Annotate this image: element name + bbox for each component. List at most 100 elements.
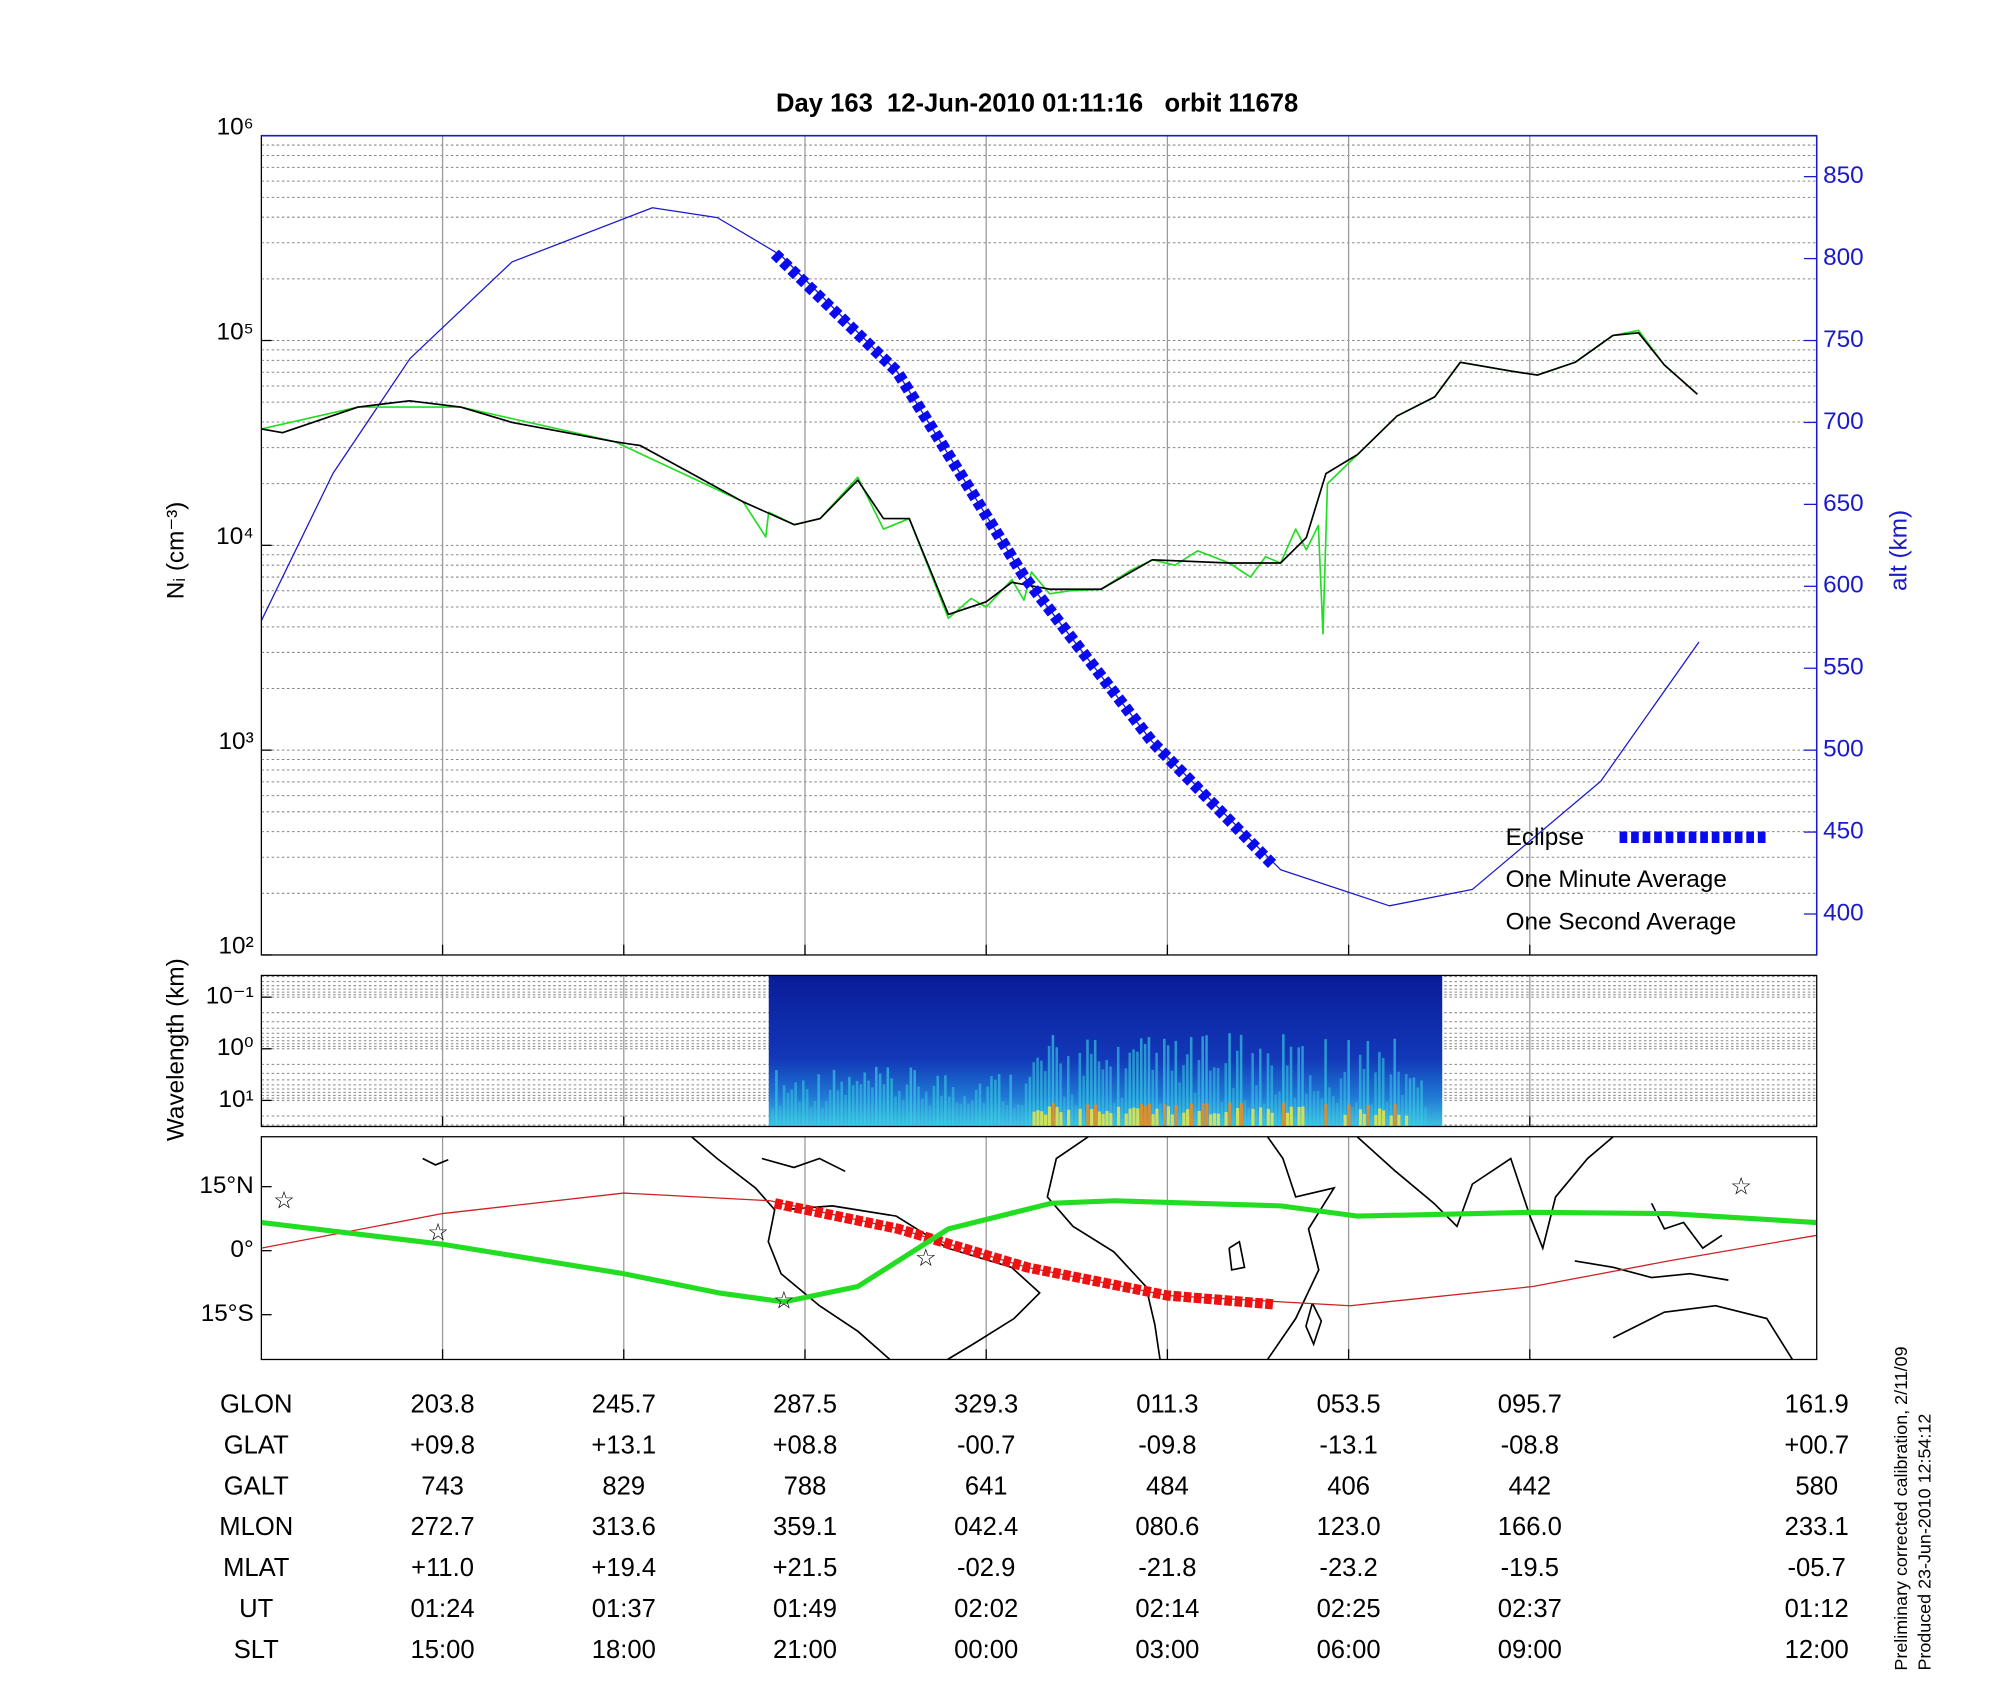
track [261,1192,1817,1307]
texture-stripe [836,1090,840,1127]
texture-stripe [1151,1114,1155,1127]
coastline [761,1157,846,1173]
texture-stripe [1251,1053,1254,1127]
texture-stripe [1067,1056,1070,1127]
texture-stripe [1028,1076,1032,1127]
coastline [783,1205,1041,1360]
cell: 053.5 [1317,1390,1381,1418]
cell: 02:02 [954,1595,1018,1623]
cell: +13.1 [591,1431,656,1459]
cell: -05.7 [1788,1554,1846,1582]
star-marker: ☆ [1730,1173,1752,1200]
coastlines [422,1136,1794,1360]
texture-stripe [1013,1107,1016,1127]
texture-stripe [871,1087,874,1127]
star-marker: ☆ [273,1187,295,1214]
texture-stripe [1282,1102,1286,1127]
coastline [1266,1136,1336,1360]
series-layer [261,207,1700,907]
texture-stripe [1389,1115,1393,1127]
texture-stripe [1251,1108,1255,1127]
coastline [422,1157,449,1166]
texture-stripe [1316,1090,1320,1127]
texture-stripe [1105,1059,1108,1127]
cell: 03:00 [1135,1636,1199,1664]
texture-stripe [1055,1106,1059,1127]
altitude-line [261,207,1700,907]
texture-stripe [1189,1103,1194,1127]
texture-stripe [1124,1068,1128,1127]
texture-stripe [1209,1114,1213,1127]
texture-stripe [1228,1033,1231,1127]
texture-stripe [1093,1104,1098,1127]
coastline [1574,1260,1729,1281]
cell: 406 [1327,1472,1370,1500]
star-marker: ☆ [773,1287,795,1314]
cell: -00.7 [957,1431,1015,1459]
texture-stripe [1043,1114,1048,1127]
row-label: MLAT [223,1554,290,1582]
texture-stripe [1374,1072,1377,1127]
texture-stripe [1139,1038,1143,1127]
texture-stripe [1404,1074,1408,1127]
y2-tick-label: 750 [1823,326,1864,353]
texture-stripe [997,1074,1001,1127]
texture-stripe [878,1073,882,1127]
cell: 06:00 [1317,1636,1381,1664]
texture-stripe [905,1084,909,1127]
texture-stripe [832,1069,836,1127]
texture-stripe [982,1103,986,1127]
texture-stripe [1090,1109,1094,1127]
texture-stripe [1343,1072,1347,1127]
texture-stripe [1036,1057,1039,1127]
texture-stripe [1109,1113,1113,1127]
plot-frame [260,974,1818,1128]
texture-stripe [1381,1057,1385,1127]
y-tick-label: 10⁵ [217,318,254,345]
texture-stripe [1186,1054,1189,1127]
cell: 02:37 [1498,1595,1562,1623]
texture-stripe [1032,1111,1036,1127]
texture-stripe [840,1081,843,1127]
texture-stripe [944,1075,947,1127]
texture-stripe [1070,1094,1074,1127]
texture-stripe [828,1090,832,1127]
texture-stripe [1059,1112,1063,1127]
texture-stripe [1189,1036,1193,1127]
cell: -02.9 [957,1554,1015,1582]
y2-tick-label: 450 [1823,818,1864,845]
texture-stripe [782,1085,786,1127]
texture-stripe [1235,1108,1240,1127]
cell: 580 [1795,1472,1838,1500]
texture-stripe [771,1108,774,1127]
texture-stripe [1308,1075,1312,1127]
texture-stripe [971,1100,974,1127]
texture-stripe [1024,1083,1028,1127]
y-tick-label: 10⁴ [216,523,253,550]
texture-stripe [790,1089,794,1127]
cell: 080.6 [1135,1513,1199,1541]
y-tick-label: 10⁶ [217,113,254,140]
row-label: MLON [219,1513,293,1541]
texture-stripe [1239,1102,1244,1127]
texture-stripe [1005,1104,1009,1127]
texture-stripe [1201,1103,1205,1127]
texture-stripe [1393,1104,1397,1127]
star-marker: ☆ [427,1219,449,1246]
coastline [1612,1304,1794,1360]
cell: +19.4 [591,1554,656,1582]
cell: 15:00 [411,1636,475,1664]
texture-stripe [1059,1063,1062,1127]
cell: 641 [965,1472,1008,1500]
cell: +11.0 [411,1554,474,1582]
texture-stripe [1297,1106,1301,1127]
texture-stripe [1090,1053,1093,1127]
texture-stripe [867,1080,870,1127]
texture-stripe [1155,1108,1159,1127]
texture-stripe [786,1092,790,1127]
texture-stripe [986,1086,989,1127]
texture-stripe [1270,1065,1274,1127]
texture-stripe [1216,1068,1220,1127]
y2-tick-label: 600 [1823,572,1864,599]
coastline [1356,1136,1614,1251]
